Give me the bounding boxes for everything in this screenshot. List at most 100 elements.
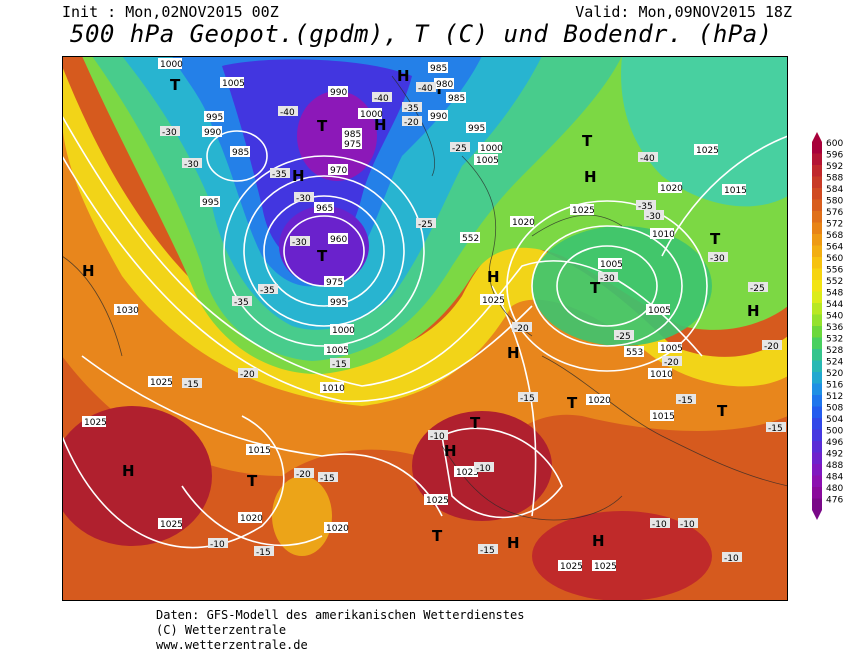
svg-text:-20: -20 [514, 324, 529, 334]
isobar-label: 1025 [592, 560, 617, 572]
legend-tick-label: 484 [826, 473, 843, 483]
svg-text:975: 975 [326, 278, 343, 288]
low-center-label: T [590, 279, 601, 297]
isobar-label: 1010 [320, 382, 345, 394]
high-center-label: H [374, 116, 387, 134]
svg-text:1015: 1015 [724, 186, 747, 196]
legend-swatch [812, 153, 822, 165]
temperature-label: -15 [766, 422, 786, 434]
weather-map: T T H T H T H T H H H T T H H T H T T H … [62, 56, 788, 601]
low-center-label: T [317, 117, 328, 135]
svg-text:1025: 1025 [696, 146, 719, 156]
svg-text:985: 985 [344, 130, 361, 140]
svg-text:552: 552 [462, 234, 479, 244]
svg-text:-30: -30 [292, 238, 307, 248]
svg-text:1005: 1005 [600, 260, 623, 270]
legend-tick-label: 552 [826, 277, 843, 287]
temperature-label: -15 [254, 546, 274, 558]
legend-swatch [812, 337, 822, 349]
isobar-label: 985 [230, 146, 250, 158]
svg-text:995: 995 [468, 124, 485, 134]
high-center-label: H [592, 532, 605, 550]
svg-text:1020: 1020 [512, 218, 535, 228]
isobar-label: 1015 [722, 184, 747, 196]
temperature-label: -35 [270, 168, 290, 180]
temperature-label: -40 [278, 106, 298, 118]
legend-swatch [812, 383, 822, 395]
isobar-label: 553 [624, 346, 644, 358]
isobar-label: 995 [200, 196, 220, 208]
legend-swatch [812, 326, 822, 338]
isobar-label: 1000 [358, 108, 383, 120]
svg-text:1010: 1010 [650, 370, 673, 380]
isobar-label: 1025 [480, 294, 505, 306]
svg-text:-15: -15 [332, 360, 347, 370]
temperature-label: -15 [182, 378, 202, 390]
svg-text:990: 990 [430, 112, 447, 122]
legend-tick-label: 584 [826, 185, 843, 195]
legend-tick-label: 504 [826, 415, 843, 425]
legend-tick-label: 532 [826, 335, 843, 345]
legend-tick-label: 588 [826, 174, 843, 184]
temperature-label: -25 [748, 282, 768, 294]
header: Init : Mon,02NOV2015 00Z Valid: Mon,09NO… [0, 0, 850, 22]
isobar-label: 985 [446, 92, 466, 104]
legend-tick-label: 536 [826, 323, 843, 333]
temperature-label: -35 [232, 296, 252, 308]
legend-swatch [812, 349, 822, 361]
svg-text:1020: 1020 [326, 524, 349, 534]
credits-source: Daten: GFS-Modell des amerikanischen Wet… [156, 608, 525, 622]
svg-text:-20: -20 [296, 470, 311, 480]
svg-text:1025: 1025 [594, 562, 617, 572]
legend-tick-label: 488 [826, 461, 843, 471]
svg-text:1025: 1025 [150, 378, 173, 388]
legend-tick-label: 556 [826, 266, 843, 276]
svg-text:1005: 1005 [648, 306, 671, 316]
temperature-label: -20 [238, 368, 258, 380]
svg-text:1000: 1000 [332, 326, 355, 336]
svg-text:-35: -35 [260, 286, 275, 296]
legend-swatch [812, 245, 822, 257]
svg-text:-30: -30 [600, 274, 615, 284]
isobar-label: 1010 [648, 368, 673, 380]
isobar-label: 1025 [158, 518, 183, 530]
temperature-label: -15 [676, 394, 696, 406]
isobar-label: 980 [434, 78, 454, 90]
svg-text:1000: 1000 [360, 110, 383, 120]
svg-text:1000: 1000 [480, 144, 503, 154]
legend-swatch [812, 314, 822, 326]
legend-tick-label: 508 [826, 404, 843, 414]
svg-text:-30: -30 [296, 194, 311, 204]
svg-text:1025: 1025 [426, 496, 449, 506]
legend-swatch [812, 487, 822, 499]
high-center-label: H [444, 442, 457, 460]
svg-text:995: 995 [330, 298, 347, 308]
isobar-label: 1000 [330, 324, 355, 336]
isobar-label: 1005 [474, 154, 499, 166]
svg-text:1025: 1025 [482, 296, 505, 306]
legend-arrow-bottom [812, 510, 822, 520]
legend-swatch [812, 234, 822, 246]
legend-tick-label: 568 [826, 231, 843, 241]
credits: Daten: GFS-Modell des amerikanischen Wet… [156, 608, 524, 653]
svg-text:553: 553 [626, 348, 643, 358]
isobar-label: 1020 [586, 394, 611, 406]
legend-tick-label: 572 [826, 220, 843, 230]
svg-text:960: 960 [330, 235, 347, 245]
svg-text:-35: -35 [638, 202, 653, 212]
high-center-label: H [747, 302, 760, 320]
svg-text:995: 995 [202, 198, 219, 208]
legend-swatch [812, 406, 822, 418]
svg-text:-25: -25 [418, 220, 433, 230]
svg-text:-10: -10 [652, 520, 667, 530]
legend-swatch [812, 211, 822, 223]
legend-tick-label: 528 [826, 346, 843, 356]
svg-text:-25: -25 [452, 144, 467, 154]
legend-tick-label: 580 [826, 197, 843, 207]
temperature-label: -40 [416, 82, 436, 94]
temperature-label: -35 [258, 284, 278, 296]
svg-text:-35: -35 [234, 298, 249, 308]
svg-text:990: 990 [330, 88, 347, 98]
credits-url[interactable]: www.wetterzentrale.de [156, 638, 308, 652]
temperature-label: -30 [598, 272, 618, 284]
